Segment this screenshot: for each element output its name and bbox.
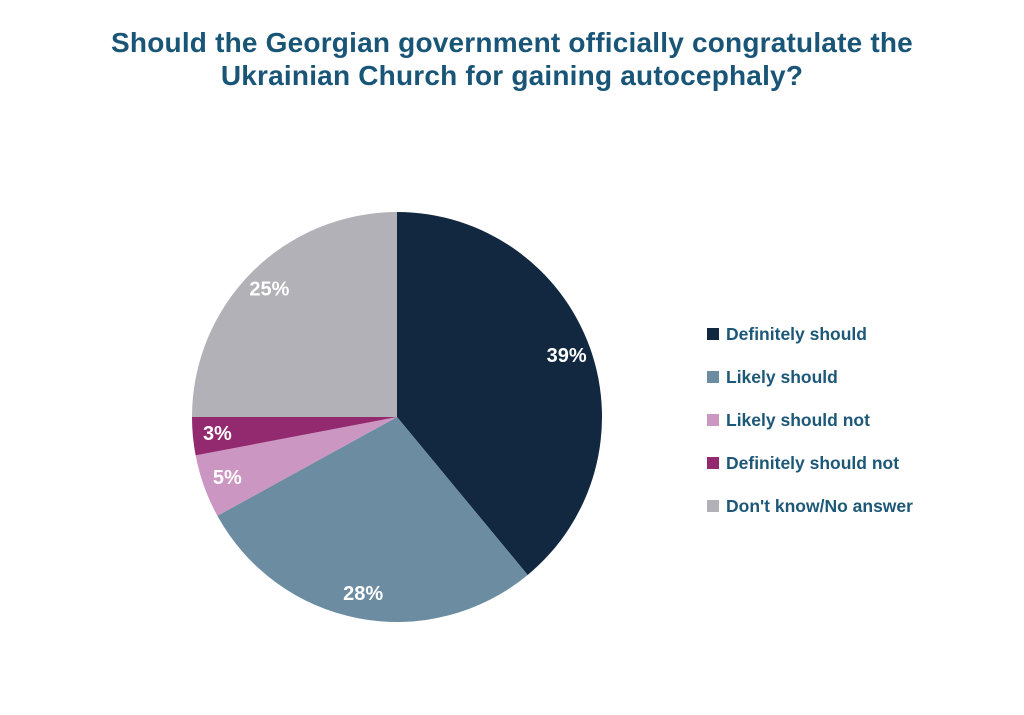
legend-item-definitely-should-not: Definitely should not — [707, 452, 913, 474]
legend-item-likely-should: Likely should — [707, 366, 913, 388]
legend-label: Definitely should — [726, 323, 867, 344]
pie-slice-1 — [217, 417, 528, 623]
legend-swatch-icon — [707, 414, 719, 426]
legend-label: Likely should — [726, 366, 838, 387]
pie-slice-0 — [397, 212, 603, 575]
legend-item-likely-should-not: Likely should not — [707, 409, 913, 431]
pie-slice-label-1: 28% — [343, 583, 383, 605]
pie-slice-label-2: 5% — [213, 467, 242, 489]
pie-slice-2 — [195, 417, 397, 516]
legend-swatch-icon — [707, 328, 719, 340]
pie-slice-label-4: 25% — [249, 278, 289, 300]
pie-slice-label-0: 39% — [547, 345, 587, 367]
pie-chart: 39% 28% 5% 3% 25% — [192, 212, 603, 623]
pie-slice-4 — [192, 212, 397, 417]
pie-slice-3 — [192, 417, 397, 456]
legend-label: Don't know/No answer — [726, 495, 913, 516]
legend-label: Definitely should not — [726, 452, 900, 473]
legend: Definitely should Likely should Likely s… — [707, 323, 913, 538]
legend-item-dont-know: Don't know/No answer — [707, 495, 913, 517]
legend-swatch-icon — [707, 457, 719, 469]
legend-item-definitely-should: Definitely should — [707, 323, 913, 345]
legend-swatch-icon — [707, 371, 719, 383]
legend-label: Likely should not — [726, 409, 870, 430]
legend-swatch-icon — [707, 500, 719, 512]
chart-title: Should the Georgian government officiall… — [111, 27, 913, 92]
pie-slice-label-3: 3% — [203, 423, 232, 445]
